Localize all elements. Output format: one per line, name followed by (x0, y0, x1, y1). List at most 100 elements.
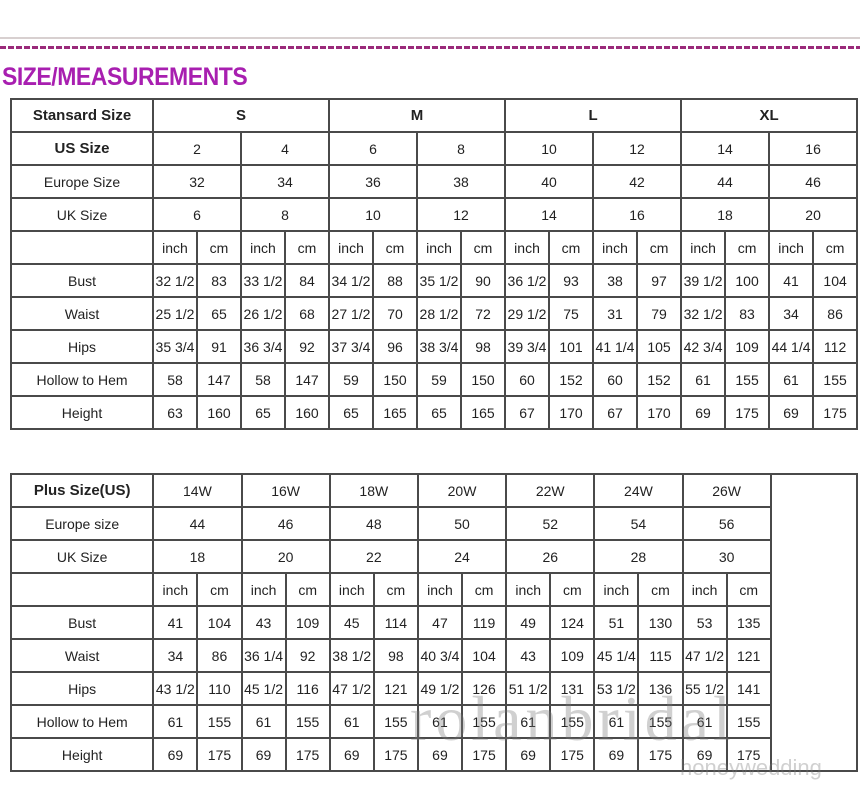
unit-cm: cm (372, 230, 419, 265)
table-cell: 30 (681, 539, 772, 574)
table-cell: 39 3/4 (504, 329, 551, 364)
unit-cm: cm (724, 230, 771, 265)
table-cell: 56 (681, 506, 772, 541)
table-cell: 51 (593, 605, 640, 640)
table-cell: 165 (372, 395, 419, 430)
table-cell: 45 1/4 (593, 638, 640, 673)
table-row: Waist 34 86 36 1/4 92 38 1/2 98 40 3/4 104 43 109 4… (9, 638, 857, 673)
table-cell: 60 (592, 362, 639, 397)
table-cell: 83 (724, 296, 771, 331)
table-cell: 97 (636, 263, 683, 298)
table-cell: 65 (240, 395, 286, 430)
table-cell: 59 (416, 362, 463, 397)
table-cell: 45 (328, 605, 375, 640)
table-cell: 20 (768, 197, 859, 232)
table-cell: 175 (372, 737, 419, 772)
table-row: inch cm inch cm inch cm inch cm inch cm inch cm inch… (10, 230, 859, 265)
table-cell: 43 (240, 605, 287, 640)
unit-inch: inch (592, 230, 639, 265)
table-cell: 152 (548, 362, 595, 397)
table-cell: 35 3/4 (152, 329, 198, 364)
table-row: Height 63 160 65 160 65 165 65 165 67 170 67 170 69 17… (10, 395, 859, 430)
row-label: Hollow to Hem (10, 362, 154, 397)
table-cell: 165 (460, 395, 507, 430)
table-cell: 18 (152, 539, 243, 574)
table-cell: 109 (724, 329, 771, 364)
table-cell: 29 1/2 (504, 296, 551, 331)
table-cell: 155 (812, 362, 859, 397)
table-cell: 155 (372, 704, 419, 739)
table-cell: 150 (460, 362, 507, 397)
table-cell: 47 1/2 (328, 671, 375, 706)
size-header: 14W (152, 473, 243, 508)
table-cell: 135 (725, 605, 772, 640)
table-cell: 24 (416, 539, 508, 574)
header-label: Plus Size(US) (9, 473, 155, 508)
table-cell: 34 (152, 638, 199, 673)
table-cell: 33 1/2 (240, 263, 286, 298)
table-cell: 38 3/4 (416, 329, 463, 364)
table-cell: 86 (196, 638, 243, 673)
table-cell: 155 (284, 704, 331, 739)
table-cell: 88 (372, 263, 419, 298)
unit-cm: cm (196, 230, 242, 265)
unit-inch: inch (328, 230, 375, 265)
size-header: 16W (240, 473, 331, 508)
table-cell: 67 (504, 395, 551, 430)
table-cell: 43 1/2 (152, 671, 199, 706)
table-cell: 115 (637, 638, 684, 673)
table-cell: 6 (328, 131, 419, 166)
empty-column (769, 473, 859, 772)
unit-cm: cm (549, 572, 596, 607)
table-cell: 116 (284, 671, 331, 706)
table-cell: 44 (680, 164, 771, 199)
table-cell: 91 (196, 329, 242, 364)
table-row: Stansard Size S M L XL (10, 98, 859, 133)
table-cell: 155 (724, 362, 771, 397)
table-cell: 65 (328, 395, 375, 430)
table-cell: 101 (548, 329, 595, 364)
table-cell: 98 (460, 329, 507, 364)
table-cell: 39 1/2 (680, 263, 727, 298)
table-cell: 121 (372, 671, 419, 706)
table-cell: 121 (725, 638, 772, 673)
table-cell: 40 3/4 (416, 638, 464, 673)
table-cell: 110 (196, 671, 243, 706)
size-header: S (151, 98, 331, 133)
table-row: UK Size 18 20 22 24 26 28 30 (9, 539, 857, 574)
unit-inch: inch (768, 230, 815, 265)
table-cell: 35 1/2 (416, 263, 463, 298)
table-cell: 27 1/2 (328, 296, 375, 331)
table-cell: 12 (416, 197, 507, 232)
unit-cm: cm (461, 572, 508, 607)
table-cell: 38 (592, 263, 639, 298)
unit-cm: cm (637, 572, 684, 607)
empty-cell (9, 572, 155, 607)
table-cell: 109 (284, 605, 331, 640)
table-cell: 175 (284, 737, 331, 772)
table-cell: 40 (504, 164, 595, 199)
table-row: Plus Size(US) 14W 16W 18W 20W 22W 24W 26W (9, 473, 859, 772)
unit-inch: inch (504, 230, 551, 265)
table-cell: 20 (240, 539, 331, 574)
table-cell: 79 (636, 296, 683, 331)
table-cell: 65 (196, 296, 242, 331)
unit-inch: inch (681, 572, 728, 607)
unit-cm: cm (372, 572, 419, 607)
unit-inch: inch (152, 230, 198, 265)
table-cell: 47 (416, 605, 464, 640)
table-cell: 112 (812, 329, 859, 364)
table-cell: 54 (593, 506, 684, 541)
row-label: Height (9, 737, 155, 772)
unit-cm: cm (548, 230, 595, 265)
size-header: 20W (416, 473, 508, 508)
table-cell: 175 (196, 737, 243, 772)
table-cell: 170 (636, 395, 683, 430)
table-cell: 36 1/2 (504, 263, 551, 298)
table-cell: 41 (152, 605, 199, 640)
table-cell: 38 1/2 (328, 638, 375, 673)
table-cell: 131 (549, 671, 596, 706)
row-label: Hips (9, 671, 155, 706)
table-cell: 32 1/2 (680, 296, 727, 331)
table-cell: 28 1/2 (416, 296, 463, 331)
